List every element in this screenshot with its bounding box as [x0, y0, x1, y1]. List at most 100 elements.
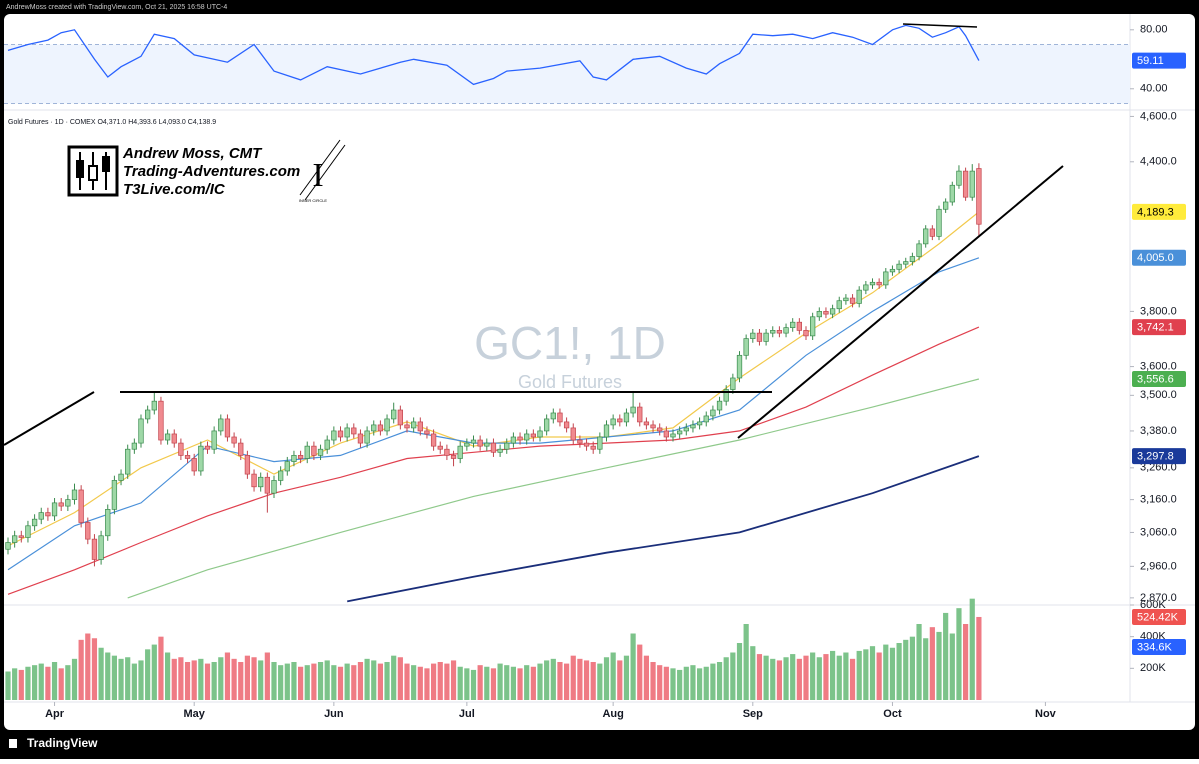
volume-bar — [583, 660, 590, 700]
volume-bar — [956, 608, 962, 700]
candle-body — [38, 512, 44, 520]
volume-bar — [304, 665, 310, 700]
volume-bar — [138, 660, 144, 700]
volume-bar — [204, 663, 211, 700]
candle-body — [291, 455, 297, 462]
candle-body — [118, 473, 124, 481]
volume-bar — [976, 616, 982, 700]
volume-bar — [716, 662, 723, 700]
volume-bar — [816, 657, 822, 700]
footer-logo — [9, 739, 17, 748]
candle-body — [517, 436, 523, 441]
y-tick-label: 3,160.0 — [1140, 494, 1177, 506]
rsi-tick-label: 80.00 — [1140, 24, 1168, 36]
candle-body — [863, 284, 869, 291]
candle-body — [836, 300, 842, 310]
volume-bar — [457, 666, 463, 700]
candle-body — [344, 427, 350, 438]
volume-bar — [298, 666, 304, 700]
x-tick-label: Sep — [743, 708, 763, 720]
x-tick-label: May — [183, 708, 205, 720]
volume-bar — [351, 665, 357, 700]
watermark: GC1!, 1D — [474, 317, 666, 369]
volume-bar — [630, 633, 636, 700]
y-tick-label: 2,870.0 — [1140, 592, 1177, 604]
volume-ma-badge — [1132, 639, 1186, 656]
logo: Andrew Moss, CMT Trading-Adventures.com … — [67, 139, 346, 203]
candle-body — [45, 512, 51, 517]
volume-bar — [916, 624, 922, 700]
candle-body — [942, 201, 949, 210]
candle-body — [224, 418, 231, 438]
volume-bar — [371, 660, 377, 700]
volume-bar — [65, 665, 71, 700]
volume-bar — [936, 631, 942, 700]
candle-body — [570, 427, 576, 441]
volume-bar — [736, 643, 743, 700]
volume-bar — [896, 643, 902, 700]
volume-bar — [810, 652, 816, 700]
candle-body — [111, 480, 118, 510]
candle-body — [577, 439, 583, 444]
volume-bar — [577, 658, 583, 700]
volume-bar — [929, 627, 935, 700]
candle-body — [364, 430, 370, 444]
candle-body — [524, 433, 530, 441]
volume-bar — [484, 666, 490, 700]
volume-bar — [963, 624, 969, 700]
y-tick-label: 2,960.0 — [1140, 560, 1177, 572]
candle-body — [444, 448, 450, 456]
volume-bar — [404, 663, 410, 700]
volume-bar — [610, 652, 616, 700]
logo-site: Trading-Adventures.com — [123, 163, 300, 180]
moving-average — [127, 378, 980, 599]
volume-bar — [251, 657, 257, 700]
price-badge — [1132, 203, 1186, 220]
logo-mark: I — [312, 157, 323, 194]
candle-body — [770, 330, 776, 334]
volume-bar — [178, 657, 184, 700]
y-tick-label: 3,380.0 — [1140, 425, 1177, 437]
candle-body — [484, 442, 490, 447]
volume-bar — [903, 639, 909, 700]
volume-bar — [776, 660, 782, 700]
volume-bar — [510, 666, 516, 700]
volume-bar — [5, 671, 11, 700]
candle-body — [198, 445, 204, 472]
volume-bar — [497, 663, 503, 700]
candle-body — [464, 442, 470, 447]
volume-bar — [397, 657, 403, 700]
divergence-line — [902, 23, 978, 28]
volume-bar — [590, 662, 596, 700]
price-badge-label: 3,297.8 — [1137, 450, 1174, 462]
candle-body — [696, 421, 703, 426]
candle-body — [590, 445, 596, 450]
volume-bar — [876, 652, 882, 700]
volume-bar — [424, 668, 430, 700]
candle-body — [171, 433, 177, 444]
candle-body — [78, 489, 84, 523]
candle-body — [337, 430, 344, 438]
candle-body — [650, 424, 656, 429]
x-tick-label: Jun — [324, 708, 344, 720]
volume-bar — [650, 662, 656, 700]
volume-bar — [830, 650, 836, 700]
candle-body — [504, 442, 510, 450]
candle-body — [756, 332, 763, 342]
volume-bar — [78, 639, 84, 700]
trend-line — [3, 391, 95, 446]
volume-bar — [783, 657, 789, 700]
volume-bar — [337, 666, 344, 700]
volume-bar — [923, 638, 929, 700]
candle-body — [404, 424, 410, 429]
candle-body — [271, 480, 277, 494]
candle-body — [12, 535, 18, 543]
volume-bar — [271, 662, 277, 700]
candle-body — [258, 476, 264, 488]
volume-bar — [58, 668, 64, 700]
legend-text: Gold Futures · 1D · COMEX O4,371.0 H4,39… — [8, 119, 216, 126]
candle-body — [750, 332, 756, 339]
candle-body — [763, 332, 769, 342]
